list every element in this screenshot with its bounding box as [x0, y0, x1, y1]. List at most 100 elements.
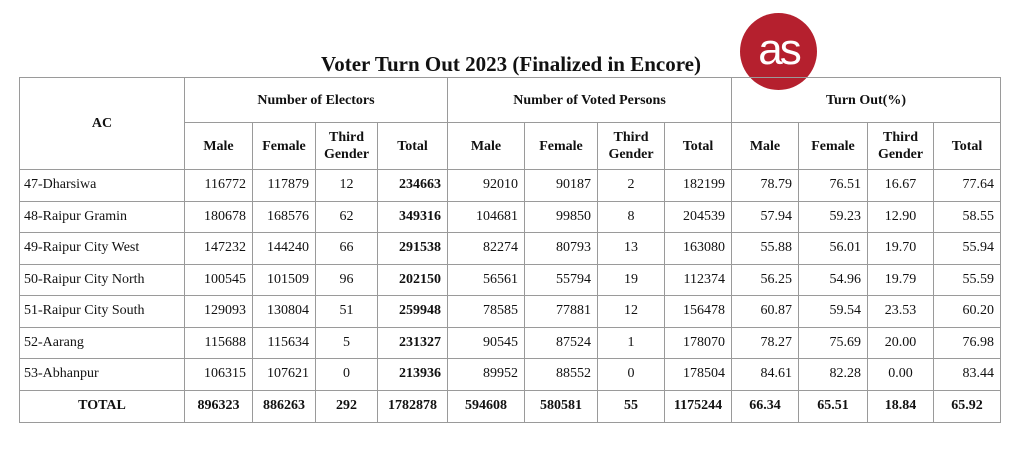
value-cell: 0	[315, 358, 378, 391]
value-cell: 55794	[524, 263, 598, 296]
value-cell: 259948	[377, 295, 448, 328]
subheader-total: Total	[664, 122, 732, 170]
total-value-cell: 594608	[447, 389, 525, 423]
value-cell: 147232	[184, 232, 253, 265]
value-cell: 100545	[184, 263, 253, 296]
value-cell: 117879	[252, 169, 316, 202]
subheader-male: Male	[731, 122, 799, 170]
subheader-third-gender: Third Gender	[867, 122, 934, 170]
value-cell: 78.27	[731, 326, 799, 359]
value-cell: 12	[597, 295, 665, 328]
value-cell: 129093	[184, 295, 253, 328]
total-value-cell: 580581	[524, 389, 598, 423]
value-cell: 55.59	[933, 263, 1001, 296]
value-cell: 56561	[447, 263, 525, 296]
value-cell: 231327	[377, 326, 448, 359]
value-cell: 56.01	[798, 232, 868, 265]
table-row: 50-Raipur City North 100545 101509 96 202150…	[19, 263, 1001, 296]
value-cell: 54.96	[798, 263, 868, 296]
value-cell: 291538	[377, 232, 448, 265]
value-cell: 349316	[377, 200, 448, 233]
header-voted: Number of Voted Persons	[447, 77, 732, 123]
ac-name-cell: 47-Dharsiwa	[19, 169, 185, 202]
value-cell: 60.20	[933, 295, 1001, 328]
ac-name-cell: 53-Abhanpur	[19, 358, 185, 391]
value-cell: 82274	[447, 232, 525, 265]
ac-name-cell: 50-Raipur City North	[19, 263, 185, 296]
subheader-total: Total	[933, 122, 1001, 170]
value-cell: 51	[315, 295, 378, 328]
value-cell: 178070	[664, 326, 732, 359]
ac-name-cell: 51-Raipur City South	[19, 295, 185, 328]
value-cell: 163080	[664, 232, 732, 265]
subheader-third-gender: Third Gender	[597, 122, 665, 170]
value-cell: 66	[315, 232, 378, 265]
value-cell: 99850	[524, 200, 598, 233]
ac-name-cell: 49-Raipur City West	[19, 232, 185, 265]
value-cell: 19.79	[867, 263, 934, 296]
value-cell: 178504	[664, 358, 732, 391]
value-cell: 58.55	[933, 200, 1001, 233]
header-turnout: Turn Out(%)	[731, 77, 1001, 123]
value-cell: 89952	[447, 358, 525, 391]
value-cell: 23.53	[867, 295, 934, 328]
value-cell: 82.28	[798, 358, 868, 391]
value-cell: 106315	[184, 358, 253, 391]
value-cell: 56.25	[731, 263, 799, 296]
value-cell: 75.69	[798, 326, 868, 359]
value-cell: 90187	[524, 169, 598, 202]
subheader-total: Total	[377, 122, 448, 170]
value-cell: 2	[597, 169, 665, 202]
value-cell: 12.90	[867, 200, 934, 233]
value-cell: 77.64	[933, 169, 1001, 202]
table-row: 51-Raipur City South 129093 130804 51 259948…	[19, 295, 1001, 328]
value-cell: 0.00	[867, 358, 934, 391]
value-cell: 8	[597, 200, 665, 233]
total-row: TOTAL 896323 886263 292 1782878 594608 580581 5…	[19, 389, 1001, 423]
subheader-male: Male	[447, 122, 525, 170]
value-cell: 78585	[447, 295, 525, 328]
subheader-third-gender: Third Gender	[315, 122, 378, 170]
value-cell: 5	[315, 326, 378, 359]
table-row: 53-Abhanpur 106315 107621 0 213936 89952 88552…	[19, 358, 1001, 391]
value-cell: 1	[597, 326, 665, 359]
ac-name-cell: 52-Aarang	[19, 326, 185, 359]
value-cell: 60.87	[731, 295, 799, 328]
value-cell: 84.61	[731, 358, 799, 391]
value-cell: 104681	[447, 200, 525, 233]
header-ac: AC	[19, 77, 185, 170]
table-row: 49-Raipur City West 147232 144240 66 291538 8…	[19, 232, 1001, 265]
value-cell: 204539	[664, 200, 732, 233]
value-cell: 156478	[664, 295, 732, 328]
value-cell: 59.23	[798, 200, 868, 233]
value-cell: 78.79	[731, 169, 799, 202]
total-value-cell: 896323	[184, 389, 253, 423]
value-cell: 19.70	[867, 232, 934, 265]
voter-turnout-table: AC Number of Electors Number of Voted Pe…	[19, 77, 1001, 423]
value-cell: 12	[315, 169, 378, 202]
value-cell: 234663	[377, 169, 448, 202]
table-row: 47-Dharsiwa 116772 117879 12 234663 92010 9018…	[19, 169, 1001, 202]
value-cell: 180678	[184, 200, 253, 233]
value-cell: 13	[597, 232, 665, 265]
value-cell: 115634	[252, 326, 316, 359]
value-cell: 80793	[524, 232, 598, 265]
value-cell: 101509	[252, 263, 316, 296]
value-cell: 59.54	[798, 295, 868, 328]
table-row: 48-Raipur Gramin 180678 168576 62 349316 1046…	[19, 200, 1001, 233]
value-cell: 96	[315, 263, 378, 296]
value-cell: 144240	[252, 232, 316, 265]
subheader-male: Male	[184, 122, 253, 170]
value-cell: 0	[597, 358, 665, 391]
value-cell: 16.67	[867, 169, 934, 202]
table-row: 52-Aarang 115688 115634 5 231327 90545 87524 1 1…	[19, 326, 1001, 359]
subheader-female: Female	[252, 122, 316, 170]
total-value-cell: 55	[597, 389, 665, 423]
value-cell: 19	[597, 263, 665, 296]
value-cell: 107621	[252, 358, 316, 391]
total-value-cell: 1782878	[377, 389, 448, 423]
total-value-cell: 18.84	[867, 389, 934, 423]
value-cell: 88552	[524, 358, 598, 391]
value-cell: 87524	[524, 326, 598, 359]
value-cell: 116772	[184, 169, 253, 202]
